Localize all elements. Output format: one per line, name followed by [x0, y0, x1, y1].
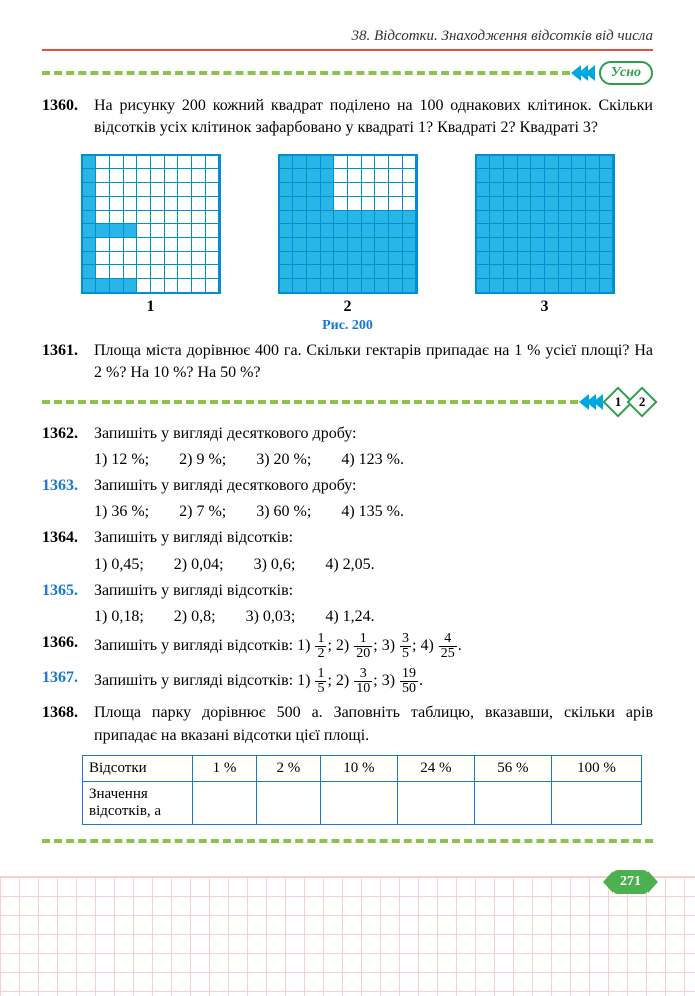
problem-text: Запишіть у вигляді відсотків: 1) 15; 2) … — [94, 667, 653, 696]
problem-1363-items: 1) 36 %; 2) 7 %; 3) 60 %; 4) 135 %. — [42, 503, 653, 521]
problem-1361: 1361. Площа міста дорівнює 400 га. Скіль… — [42, 340, 653, 385]
problem-text: Запишіть у вигляді відсотків: — [94, 527, 653, 549]
list-item: 2) 0,04; — [174, 556, 224, 574]
header-divider — [42, 49, 653, 51]
list-item: 4) 1,24. — [325, 608, 374, 626]
oral-badge: Усно — [599, 61, 653, 85]
table-cell: 10 % — [320, 755, 397, 781]
list-item: 3) 20 %; — [256, 451, 311, 469]
problem-1365-items: 1) 0,18; 2) 0,8; 3) 0,03; 4) 1,24. — [42, 608, 653, 626]
problem-number: 1368. — [42, 702, 94, 747]
figure-grids: 1 2 3 — [42, 154, 653, 316]
grid-label-1: 1 — [81, 298, 221, 316]
grid-square-1 — [81, 154, 221, 294]
table-row-label: Відсотки — [83, 755, 193, 781]
list-item: 1) 12 %; — [94, 451, 149, 469]
grid-label-2: 2 — [278, 298, 418, 316]
table-cell: 100 % — [551, 755, 641, 781]
problem-number: 1363. — [42, 475, 94, 497]
problem-number: 1366. — [42, 632, 94, 661]
problem-number: 1365. — [42, 580, 94, 602]
problem-number: 1361. — [42, 340, 94, 385]
list-item: 2) 9 %; — [179, 451, 226, 469]
separator-oral: Усно — [42, 61, 653, 85]
list-item: 2) 0,8; — [174, 608, 216, 626]
table-cell: 1 % — [193, 755, 257, 781]
separator-level: 1 2 — [42, 391, 653, 413]
list-item: 3) 0,6; — [254, 556, 296, 574]
table-cell: 56 % — [474, 755, 551, 781]
fraction-item: 1) 15; — [297, 672, 336, 689]
bottom-separator — [42, 839, 653, 843]
problem-1368: 1368. Площа парку дорівнює 500 а. Заповн… — [42, 702, 653, 747]
level-badges: 1 2 — [607, 391, 653, 413]
list-item: 2) 7 %; — [179, 503, 226, 521]
notebook-grid-bg — [0, 876, 695, 996]
list-item: 1) 0,45; — [94, 556, 144, 574]
fraction-item: 4) 425. — [420, 637, 461, 654]
list-item: 4) 123 %. — [341, 451, 404, 469]
problem-text: Запишіть у вигляді відсотків: — [94, 580, 653, 602]
table-row: Відсотки 1 % 2 % 10 % 24 % 56 % 100 % — [83, 755, 642, 781]
problem-text: Запишіть у вигляді десяткового дробу: — [94, 423, 653, 445]
problem-text: Площа парку дорівнює 500 а. Заповніть та… — [94, 702, 653, 747]
problem-1364-items: 1) 0,45; 2) 0,04; 3) 0,6; 4) 2,05. — [42, 556, 653, 574]
problem-text: На рисунку 200 кожний квадрат поділено н… — [94, 95, 653, 140]
table-cell: 2 % — [256, 755, 320, 781]
percent-table: Відсотки 1 % 2 % 10 % 24 % 56 % 100 % Зн… — [82, 755, 642, 825]
fraction-item: 1) 12; — [297, 637, 336, 654]
list-item: 4) 2,05. — [325, 556, 374, 574]
table-cell-empty — [551, 781, 641, 824]
table-cell: 24 % — [397, 755, 474, 781]
dash-line — [42, 400, 578, 404]
problem-1364: 1364. Запишіть у вигляді відсотків: — [42, 527, 653, 549]
problem-text: Площа міста дорівнює 400 га. Скільки гек… — [94, 340, 653, 385]
fraction-item: 2) 310; — [336, 672, 382, 689]
table-cell-empty — [193, 781, 257, 824]
table-cell-empty — [320, 781, 397, 824]
chevrons-icon — [582, 394, 603, 410]
problem-1363: 1363. Запишіть у вигляді десяткового дро… — [42, 475, 653, 497]
table-cell-empty — [256, 781, 320, 824]
dash-line — [42, 71, 570, 75]
list-item: 1) 0,18; — [94, 608, 144, 626]
fraction-item: 3) 35; — [382, 637, 421, 654]
list-item: 1) 36 %; — [94, 503, 149, 521]
problem-1360: 1360. На рисунку 200 кожний квадрат поді… — [42, 95, 653, 140]
fraction-item: 3) 1950. — [382, 672, 423, 689]
problem-number: 1367. — [42, 667, 94, 696]
chevrons-icon — [574, 65, 595, 81]
section-header: 38. Відсотки. Знаходження відсотків від … — [42, 28, 653, 45]
grid-square-2 — [278, 154, 418, 294]
problem-number: 1364. — [42, 527, 94, 549]
problem-text: Запишіть у вигляді десяткового дробу: — [94, 475, 653, 497]
problem-1362-items: 1) 12 %; 2) 9 %; 3) 20 %; 4) 123 %. — [42, 451, 653, 469]
grid-label-3: 3 — [475, 298, 615, 316]
fraction-item: 2) 120; — [336, 637, 382, 654]
table-row-label: Значення відсотків, а — [83, 781, 193, 824]
figure-caption: Рис. 200 — [42, 318, 653, 334]
page-number-badge: 271 — [612, 870, 649, 894]
problem-text: Запишіть у вигляді відсотків: 1) 12; 2) … — [94, 632, 653, 661]
list-item: 3) 0,03; — [246, 608, 296, 626]
problem-number: 1362. — [42, 423, 94, 445]
problem-1367: 1367. Запишіть у вигляді відсотків: 1) 1… — [42, 667, 653, 696]
problem-1362: 1362. Запишіть у вигляді десяткового дро… — [42, 423, 653, 445]
table-cell-empty — [397, 781, 474, 824]
grid-square-3 — [475, 154, 615, 294]
problem-number: 1360. — [42, 95, 94, 140]
level-2-badge: 2 — [626, 386, 657, 417]
problem-1366: 1366. Запишіть у вигляді відсотків: 1) 1… — [42, 632, 653, 661]
percent-table-wrap: Відсотки 1 % 2 % 10 % 24 % 56 % 100 % Зн… — [82, 755, 653, 825]
table-row: Значення відсотків, а — [83, 781, 642, 824]
problem-1365: 1365. Запишіть у вигляді відсотків: — [42, 580, 653, 602]
table-cell-empty — [474, 781, 551, 824]
list-item: 3) 60 %; — [256, 503, 311, 521]
list-item: 4) 135 %. — [341, 503, 404, 521]
